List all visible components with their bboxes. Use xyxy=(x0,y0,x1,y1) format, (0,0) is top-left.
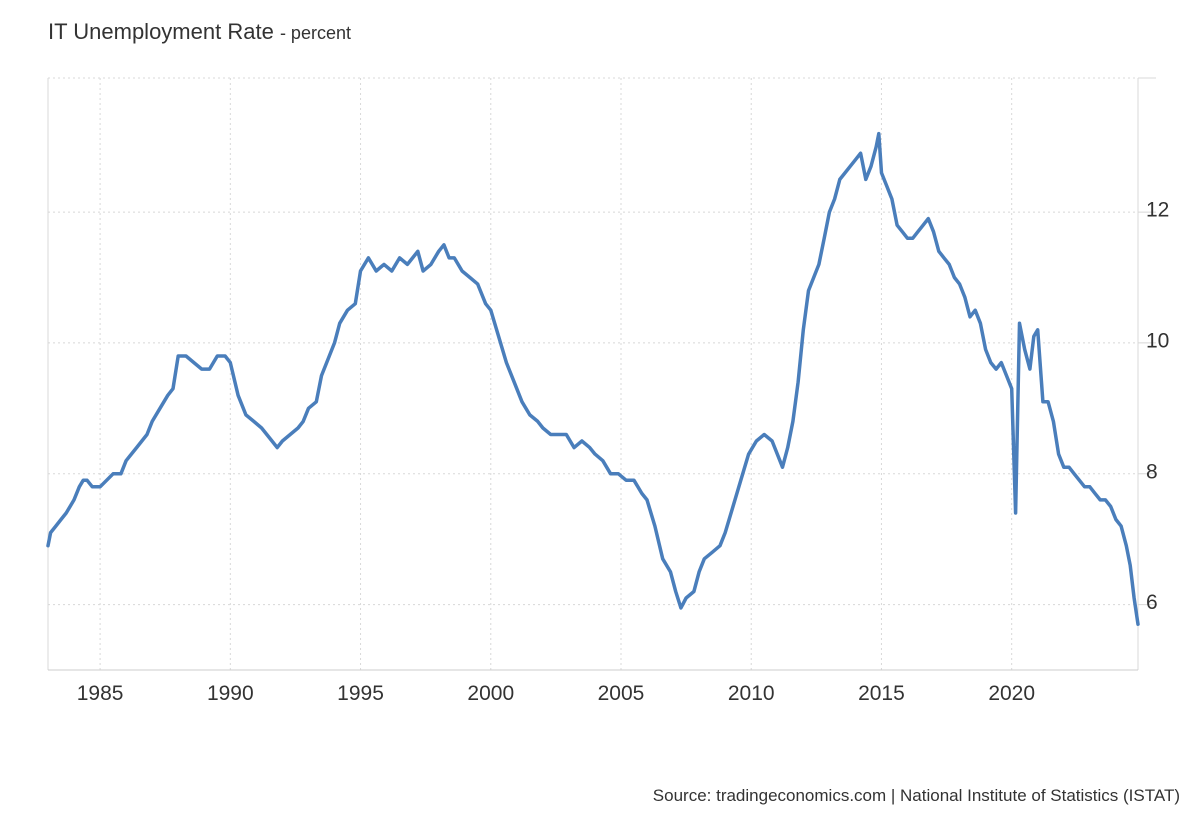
gridlines xyxy=(48,77,1138,670)
x-tick-label: 2020 xyxy=(988,682,1035,705)
y-tick-label: 6 xyxy=(1146,591,1158,614)
chart-subtitle: - percent xyxy=(279,23,351,43)
axes xyxy=(47,77,1156,671)
chart-title: IT Unemployment Rate - percent xyxy=(48,19,351,45)
x-tick-label: 2005 xyxy=(598,682,645,705)
series-layer xyxy=(46,131,1140,626)
x-tick-label: 1995 xyxy=(337,682,384,705)
x-tick-label: 1985 xyxy=(77,682,124,705)
series-line xyxy=(46,131,1140,626)
x-tick-label: 1990 xyxy=(207,682,254,705)
x-tick-label: 2015 xyxy=(858,682,905,705)
source-attribution: Source: tradingeconomics.com | National … xyxy=(652,786,1180,805)
x-tick-label: 2010 xyxy=(728,682,775,705)
y-tick-label: 10 xyxy=(1146,329,1169,352)
y-tick-label: 8 xyxy=(1146,460,1158,483)
chart-title-text: IT Unemployment Rate xyxy=(48,19,274,44)
x-tick-label: 2000 xyxy=(467,682,514,705)
tick-labels: 6 8 10 12 1985 1990 1995 2000 2005 2010 2015 2020 xyxy=(77,199,1170,705)
y-tick-label: 12 xyxy=(1146,199,1169,222)
